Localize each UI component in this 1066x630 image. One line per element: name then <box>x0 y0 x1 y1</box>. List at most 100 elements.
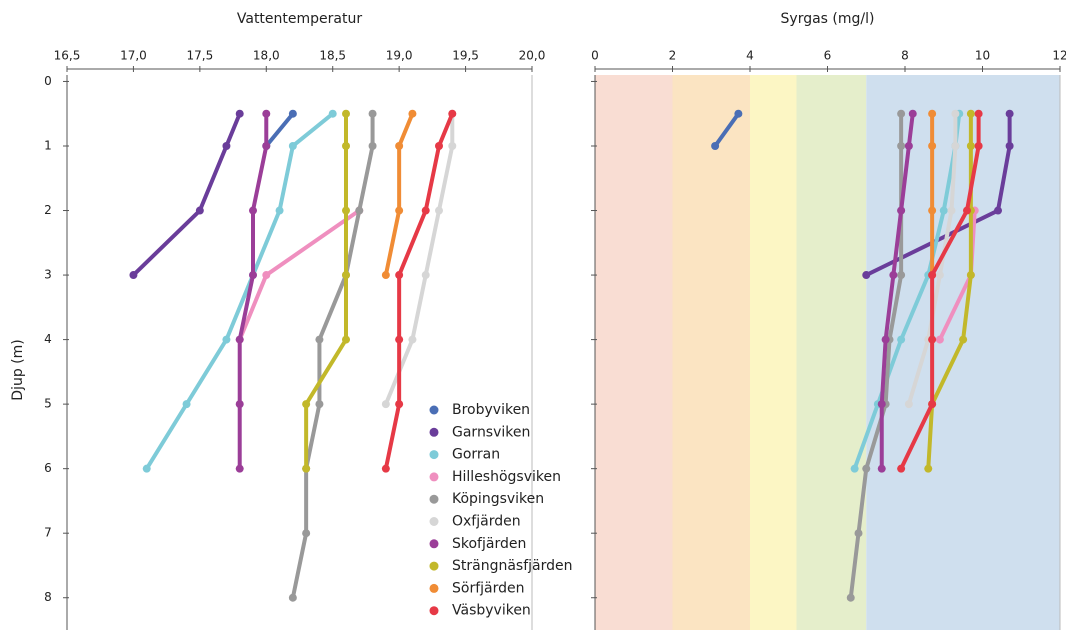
data-point <box>262 109 271 118</box>
legend-label: Väsbyviken <box>452 603 531 619</box>
series <box>381 109 457 473</box>
legend-marker <box>429 606 439 616</box>
x-tick-label: 19,5 <box>452 49 479 63</box>
x-tick-label: 6 <box>824 49 832 63</box>
data-point <box>897 335 906 344</box>
data-point <box>854 529 863 538</box>
y-tick-label: 4 <box>44 332 52 346</box>
data-point <box>315 400 324 409</box>
y-tick-label: 6 <box>44 461 52 475</box>
data-point <box>734 109 743 118</box>
series-line <box>132 112 242 277</box>
series-line <box>713 112 740 148</box>
legend-label: Gorran <box>452 447 500 463</box>
data-point <box>235 400 244 409</box>
series-line <box>237 208 361 341</box>
chart-title: Vattentemperatur <box>237 11 362 27</box>
legend-label: Hilleshögsviken <box>452 469 561 485</box>
data-point <box>275 206 284 215</box>
data-point <box>877 464 886 473</box>
data-point <box>249 206 257 215</box>
data-point <box>994 206 1002 215</box>
data-point <box>928 271 937 280</box>
y-tick-label: 8 <box>44 590 52 604</box>
data-point <box>288 109 297 118</box>
legend-marker <box>429 517 439 526</box>
data-point <box>897 206 906 215</box>
series-line <box>237 113 269 469</box>
y-tick-label: 1 <box>44 138 52 152</box>
data-point <box>966 271 975 280</box>
series <box>897 109 983 473</box>
data-point <box>947 206 956 215</box>
x-tick-label: 17,0 <box>120 49 147 63</box>
legend-marker <box>429 427 439 437</box>
data-point <box>129 271 138 280</box>
y-tick-label: 0 <box>44 74 52 88</box>
series <box>904 109 960 409</box>
data-point <box>1005 109 1014 118</box>
legend-marker <box>429 539 439 549</box>
x-tick-label: 8 <box>901 49 909 63</box>
data-point <box>395 271 404 280</box>
data-point <box>951 109 960 118</box>
data-point <box>935 271 944 280</box>
data-point <box>235 109 244 118</box>
data-point <box>908 109 917 118</box>
data-point <box>889 271 898 280</box>
data-point <box>328 109 337 118</box>
legend-marker <box>429 472 439 482</box>
data-point <box>395 400 404 409</box>
data-point <box>421 206 430 215</box>
data-point <box>302 464 311 473</box>
data-point <box>249 271 257 280</box>
y-tick-label: 5 <box>44 397 52 411</box>
series-line <box>290 113 375 599</box>
data-point <box>928 109 937 118</box>
data-point <box>966 109 975 118</box>
data-point <box>928 400 937 409</box>
data-point <box>302 400 311 409</box>
data-point <box>235 464 244 473</box>
x-tick-label: 4 <box>746 49 754 63</box>
data-point <box>850 464 859 473</box>
data-point <box>395 206 404 215</box>
data-point <box>897 271 906 280</box>
data-point <box>368 109 377 118</box>
data-point <box>959 335 968 344</box>
data-point <box>182 400 191 409</box>
y-axis-label: Djup (m) <box>10 339 26 400</box>
data-point <box>222 141 231 150</box>
series <box>302 109 350 473</box>
series-line <box>383 112 455 470</box>
data-point <box>928 141 937 150</box>
data-point <box>195 206 204 215</box>
data-point <box>974 109 983 118</box>
data-point <box>395 141 404 150</box>
data-point <box>966 141 975 150</box>
data-point <box>1005 141 1014 150</box>
series <box>235 109 271 473</box>
data-point <box>877 400 886 409</box>
data-point <box>342 271 350 280</box>
data-point <box>355 206 364 215</box>
band <box>796 75 867 630</box>
data-point <box>288 593 297 602</box>
data-point <box>381 400 390 409</box>
x-tick-label: 17,5 <box>186 49 213 63</box>
series <box>381 109 417 280</box>
legend-label: Garnsviken <box>452 424 530 440</box>
legend-marker <box>429 583 439 593</box>
legend-label: Skofjärden <box>452 536 526 552</box>
data-point <box>381 464 390 473</box>
legend-label: Brobyviken <box>452 402 530 418</box>
data-point <box>262 271 271 280</box>
x-tick-label: 20,0 <box>519 49 546 63</box>
x-tick-label: 16,5 <box>54 49 81 63</box>
data-point <box>897 464 906 473</box>
legend-marker <box>429 494 439 504</box>
x-tick-label: 10 <box>975 49 990 63</box>
data-point <box>421 271 430 280</box>
data-point <box>435 141 443 150</box>
